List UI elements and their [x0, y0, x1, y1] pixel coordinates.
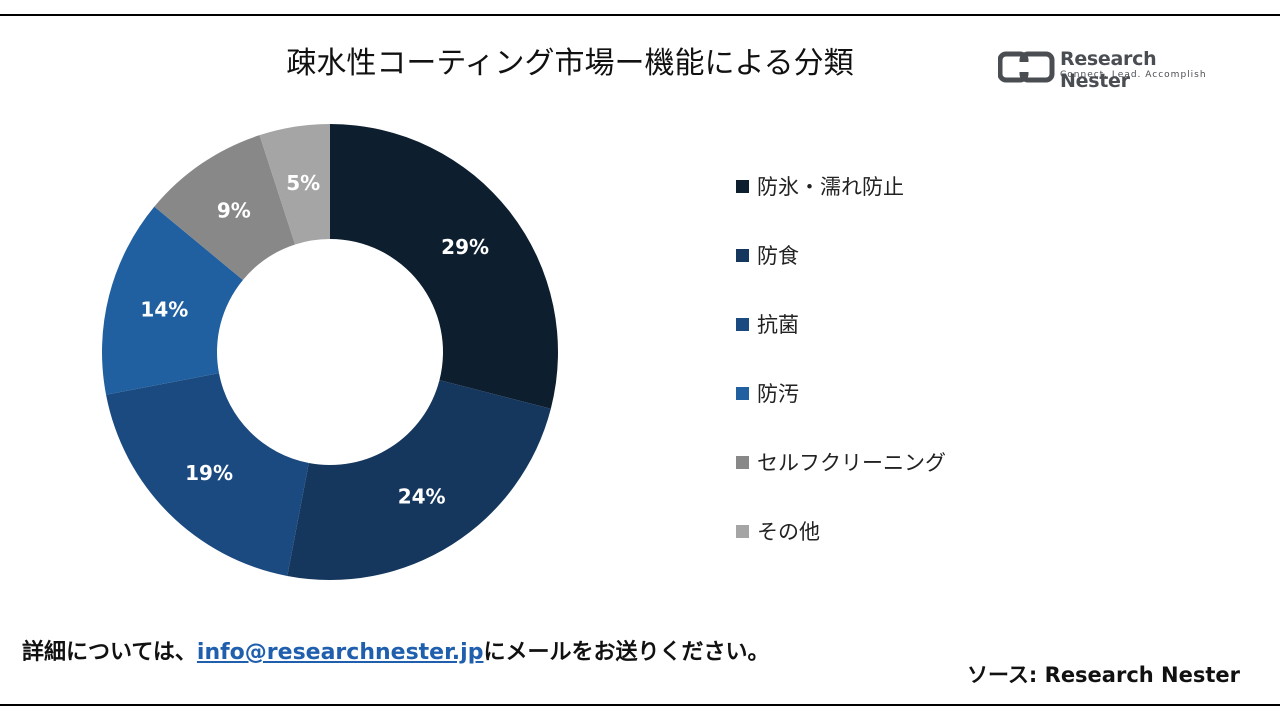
slice-value-label: 19%	[185, 461, 233, 485]
contact-note-suffix: にメールをお送りください。	[483, 640, 770, 665]
donut-slice	[330, 124, 558, 409]
legend-swatch	[736, 248, 749, 262]
research-nester-logo: Research Nester Connect. Lead. Accomplis…	[997, 48, 1228, 92]
slice-value-label: 5%	[286, 171, 320, 195]
donut-slice	[287, 380, 551, 580]
slice-value-label: 14%	[140, 297, 188, 321]
legend-item: 防氷・濡れ防止	[736, 166, 1136, 206]
legend-swatch	[736, 455, 749, 469]
legend-swatch	[736, 179, 749, 193]
chart-title: 疎水性コーティング市場ー機能による分類	[286, 46, 854, 81]
donut-chart: 29% 24% 19% 14% 9% 5%	[101, 124, 558, 580]
contact-note-prefix: 詳細については、	[22, 640, 197, 665]
legend-label: セルフクリーニング	[757, 451, 946, 475]
contact-note: 詳細については、info@researchnester.jpにメールをお送りくだ…	[22, 636, 769, 670]
research-nester-logo-icon	[997, 51, 1055, 83]
legend-swatch	[736, 317, 749, 331]
source-credit: ソース: Research Nester	[966, 663, 1240, 687]
legend-item: 抗菌	[736, 304, 1136, 344]
top-divider	[0, 14, 1280, 16]
donut-slice	[259, 124, 330, 245]
logo-name: Research Nester	[1060, 48, 1157, 92]
donut-slice	[154, 135, 296, 280]
donut-slice	[106, 373, 309, 576]
legend-label: 防氷・濡れ防止	[757, 175, 904, 199]
legend-item: 防食	[736, 235, 1136, 275]
legend-item: 防汚	[736, 373, 1136, 413]
bottom-divider	[0, 704, 1280, 706]
legend-item: その他	[736, 511, 1136, 551]
slice-value-label: 29%	[441, 235, 489, 259]
donut-slice	[101, 206, 243, 395]
legend-label: 防食	[757, 244, 799, 268]
slice-value-label: 9%	[217, 199, 251, 223]
legend-label: その他	[757, 520, 820, 544]
contact-email-link[interactable]: info@researchnester.jp	[196, 640, 484, 665]
legend-swatch	[736, 386, 749, 400]
legend-item: セルフクリーニング	[736, 442, 1136, 482]
legend-label: 防汚	[757, 382, 799, 406]
logo-tagline: Connect. Lead. Accomplish	[1060, 70, 1207, 80]
slice-value-label: 24%	[398, 484, 446, 508]
legend-label: 抗菌	[757, 313, 799, 337]
legend-swatch	[736, 524, 749, 538]
